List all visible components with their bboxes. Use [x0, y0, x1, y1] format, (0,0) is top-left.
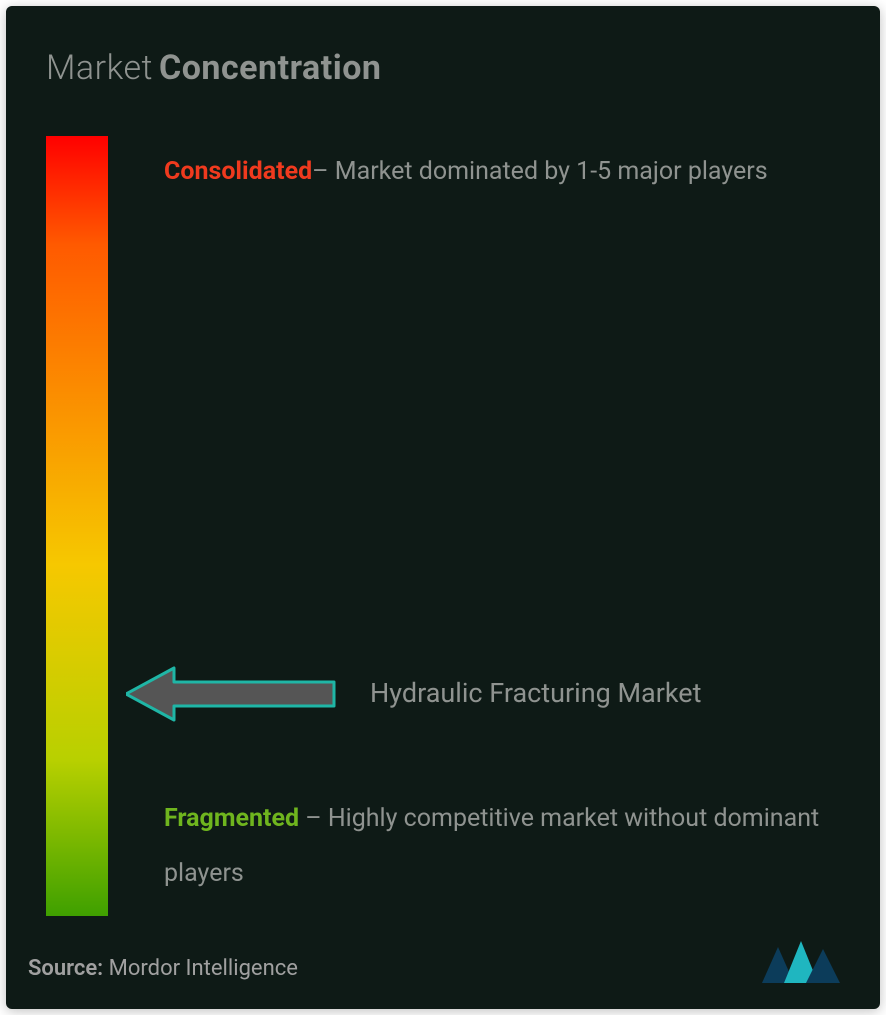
- source-attribution: Source: Mordor Intelligence: [28, 956, 298, 981]
- concentration-gradient-bar: [46, 136, 108, 916]
- consolidated-lead: Consolidated: [164, 157, 312, 186]
- market-indicator: Hydraulic Fracturing Market: [126, 666, 701, 722]
- source-value: Mordor Intelligence: [109, 956, 298, 981]
- title-bold: Concentration: [159, 48, 381, 88]
- infographic-card: MarketConcentration Consolidated– Market…: [6, 6, 880, 1009]
- title-light: Market: [46, 48, 153, 88]
- brand-logo-icon: [758, 935, 844, 987]
- fragmented-lead: Fragmented: [164, 804, 299, 833]
- source-label: Source:: [28, 956, 103, 981]
- chart-title: MarketConcentration: [46, 48, 381, 88]
- fragmented-description: Fragmented – Highly competitive market w…: [164, 791, 844, 901]
- consolidated-description: Consolidated– Market dominated by 1-5 ma…: [164, 144, 824, 199]
- arrow-left-icon: [126, 666, 336, 722]
- consolidated-rest: – Market dominated by 1-5 major players: [312, 157, 767, 186]
- market-label: Hydraulic Fracturing Market: [370, 675, 701, 713]
